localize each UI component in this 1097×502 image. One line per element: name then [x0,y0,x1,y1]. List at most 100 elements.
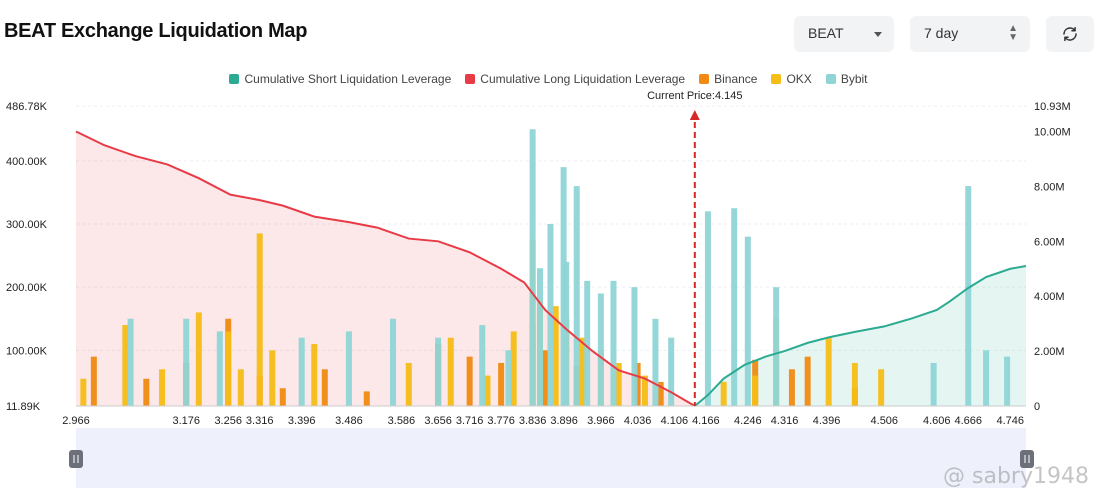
x-tick-label: 3.966 [587,415,615,427]
x-tick-label: 4.606 [923,415,951,427]
legend-label: Cumulative Long Liquidation Leverage [480,72,686,86]
x-tick-label: 3.776 [487,415,515,427]
bar-okx [851,362,858,406]
bar-bybit [704,211,711,406]
x-tick-label: 3.716 [456,415,484,427]
bar-okx [720,381,727,406]
y-left-tick-label: 486.78K [6,101,48,113]
y-right-tick-label: 4.00M [1034,291,1065,303]
bar-bybit [505,350,512,406]
bar-okx [484,375,491,406]
bar-bybit [183,318,190,406]
bar-okx [552,306,559,406]
bar-bybit [610,280,617,406]
short-liquidation-line [694,265,1027,407]
bar-binance [657,381,664,406]
legend-item[interactable]: OKX [771,72,812,86]
range-select[interactable]: 7 day ▲ ▼ [910,16,1030,52]
x-tick-label: 3.396 [288,415,316,427]
legend-label: OKX [786,72,812,86]
x-tick-label: 4.246 [734,415,762,427]
bar-okx [752,375,759,406]
y-left-tick-label: 100.00K [6,345,48,357]
bar-okx [447,337,454,406]
bar-bybit [298,337,305,406]
y-right-tick-label: 6.00M [1034,236,1065,248]
bar-binance [363,391,370,406]
chevron-down-icon [874,32,882,37]
bar-bybit [731,208,738,406]
bar-bybit [773,287,780,406]
legend-item[interactable]: Cumulative Short Liquidation Leverage [229,72,451,86]
legend-item[interactable]: Binance [699,72,757,86]
zoom-range-slider[interactable] [76,428,1026,488]
bar-bybit [584,280,591,406]
legend-item[interactable]: Bybit [825,72,868,86]
legend-swatch [465,74,476,84]
x-tick-label: 2.966 [62,415,90,427]
x-tick-label: 3.316 [246,415,274,427]
y-right-tick-label: 8.00M [1034,181,1065,193]
y-right-tick-label: 0 [1034,401,1040,413]
x-tick-label: 3.486 [335,415,363,427]
legend-item[interactable]: Cumulative Long Liquidation Leverage [465,72,685,86]
bar-bybit [435,337,442,406]
range-select-value: 7 day [924,25,959,41]
bar-bybit [631,287,638,406]
bar-bybit [597,293,604,406]
bar-bybit [127,318,134,406]
current-price-label: Current Price:4.145 [647,90,742,102]
coin-select[interactable]: BEAT [794,16,894,52]
legend-swatch [229,74,240,84]
x-tick-label: 4.666 [954,415,982,427]
bar-binance [804,356,811,406]
bar-binance [143,378,150,406]
bar-binance [90,356,97,406]
coin-select-value: BEAT [808,25,844,41]
bar-bybit [930,362,937,406]
bar-bybit [668,337,675,406]
bar-bybit [744,236,751,406]
refresh-icon [1063,26,1077,42]
bar-okx [80,378,87,406]
x-tick-label: 4.506 [871,415,899,427]
y-left-tick-label: 200.00K [6,282,48,294]
bar-okx [225,331,232,406]
bar-bybit [965,186,972,406]
long-liquidation-line [75,130,696,407]
bar-binance [321,369,328,406]
x-tick-label: 4.106 [661,415,689,427]
bar-okx [159,369,166,406]
x-tick-label: 3.586 [388,415,416,427]
bar-okx [122,325,129,406]
y-left-tick-label: 300.00K [6,219,48,231]
zoom-handle-left[interactable] [69,450,83,468]
bar-okx [641,375,648,406]
bar-okx [405,362,412,406]
legend-label: Bybit [840,72,868,86]
refresh-button[interactable] [1046,16,1094,52]
x-tick-label: 3.836 [519,415,547,427]
bar-bybit [390,318,397,406]
x-tick-label: 4.746 [996,415,1024,427]
bar-bybit [479,325,486,406]
bar-okx [615,362,622,406]
up-down-icon: ▲ ▼ [1008,23,1018,43]
bar-binance [542,350,549,406]
x-tick-label: 4.166 [692,415,720,427]
bar-okx [256,233,263,406]
bar-okx [510,331,517,406]
bar-binance [498,362,505,406]
current-price-arrow-icon [689,110,700,120]
zoom-handle-right[interactable] [1020,450,1034,468]
bar-okx [269,350,276,406]
legend-swatch [771,74,782,84]
bar-bybit [563,261,570,406]
bar-bybit [573,186,580,406]
legend-swatch [699,74,710,84]
bar-binance [279,388,286,406]
y-right-tick-label: 2.00M [1034,346,1065,358]
legend-swatch [825,74,836,84]
x-tick-label: 3.656 [424,415,452,427]
